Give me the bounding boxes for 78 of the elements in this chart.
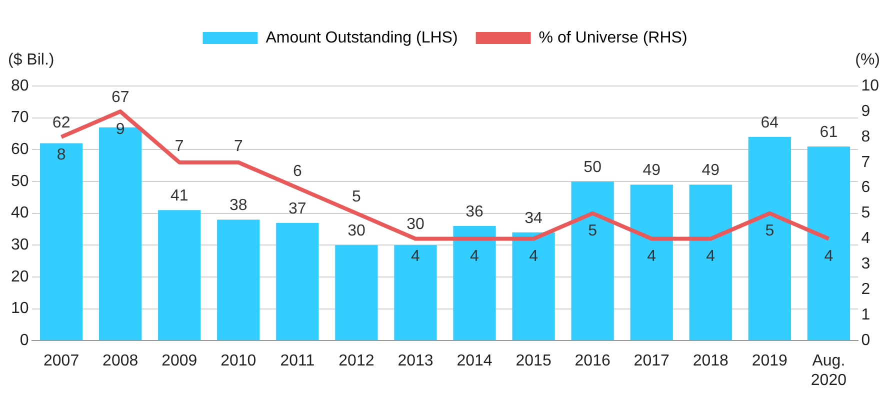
data-label: 8 [56, 146, 66, 164]
y-tick-label: 80 [11, 77, 29, 94]
bar [217, 220, 260, 340]
data-label: 62 [52, 114, 70, 132]
y2-axis-title: (%) [855, 51, 880, 68]
legend-label: % of Universe (RHS) [538, 29, 688, 46]
y-tick-label: 30 [11, 236, 29, 254]
x-tick-label: 2010 [220, 352, 256, 370]
x-tick-label: 2017 [634, 352, 670, 370]
y-tick-label: 0 [20, 332, 29, 350]
x-tick-label: 2016 [574, 352, 610, 370]
data-label: 50 [584, 158, 602, 176]
y-tick-label: 10 [11, 300, 29, 318]
y2-tick-label: 9 [861, 102, 870, 120]
y2-tick-label: 8 [861, 128, 870, 146]
y2-tick-label: 10 [861, 77, 880, 94]
bar [571, 181, 614, 340]
data-label: 6 [292, 163, 302, 180]
bar [335, 245, 378, 340]
y-tick-label: 20 [11, 268, 29, 286]
x-tick-label: 2014 [456, 352, 492, 370]
data-label: 4 [824, 248, 834, 266]
data-label: 4 [706, 248, 716, 266]
data-label: 30 [406, 216, 424, 234]
x-tick-label: 2015 [516, 352, 552, 370]
data-label: 38 [230, 197, 248, 214]
x-tick-label: 2018 [692, 352, 729, 370]
data-label: 49 [702, 162, 720, 180]
data-label: 30 [348, 222, 366, 240]
y2-tick-label: 2 [861, 281, 870, 298]
data-label: 67 [111, 88, 130, 106]
y2-tick-label: 5 [861, 204, 870, 222]
y-tick-label: 50 [11, 172, 29, 190]
data-label: 37 [288, 200, 306, 218]
data-label: 41 [170, 188, 188, 205]
data-label: 4 [411, 248, 420, 266]
legend-label: Amount Outstanding (LHS) [266, 29, 458, 46]
data-label: 4 [647, 248, 656, 266]
data-label: 61 [820, 124, 838, 141]
y2-tick-label: 0 [861, 332, 870, 350]
y2-tick-label: 7 [861, 154, 870, 171]
bar [158, 210, 201, 340]
y-axis-title: ($ Bil.) [8, 51, 54, 68]
data-label: 4 [529, 248, 538, 266]
y2-tick-label: 1 [861, 306, 870, 324]
x-tick-label: 2008 [102, 352, 138, 370]
bar [512, 232, 555, 340]
bar [630, 184, 673, 340]
bar [453, 226, 496, 340]
y2-tick-label: 4 [861, 230, 870, 248]
data-label: 5 [352, 188, 362, 206]
y-tick-label: 60 [11, 141, 29, 158]
x-tick-label: 2007 [44, 352, 80, 370]
bar [394, 245, 437, 340]
y2-tick-label: 3 [861, 256, 870, 273]
x-tick-label: Aug. 2020 [810, 352, 847, 389]
y-tick-label: 70 [11, 109, 29, 126]
data-label: 36 [466, 203, 484, 220]
data-label: 34 [524, 210, 543, 227]
data-label: 7 [174, 138, 184, 155]
x-tick-label: 2011 [280, 352, 315, 370]
data-label: 7 [234, 138, 243, 155]
y-tick-label: 40 [11, 204, 29, 222]
data-label: 4 [470, 248, 480, 266]
x-tick-label: 2009 [162, 352, 198, 370]
data-label: 49 [642, 162, 661, 180]
bar [748, 136, 791, 340]
bar [807, 146, 850, 340]
y2-tick-label: 6 [861, 179, 870, 196]
x-tick-label: 2013 [398, 352, 434, 370]
x-tick-label: 2012 [338, 352, 374, 370]
data-label: 5 [588, 222, 598, 240]
data-label: 5 [765, 222, 774, 240]
bar [40, 143, 83, 340]
x-tick-label: 2019 [752, 352, 788, 370]
data-label: 64 [760, 114, 779, 132]
bar [276, 222, 319, 340]
bar [689, 184, 732, 340]
